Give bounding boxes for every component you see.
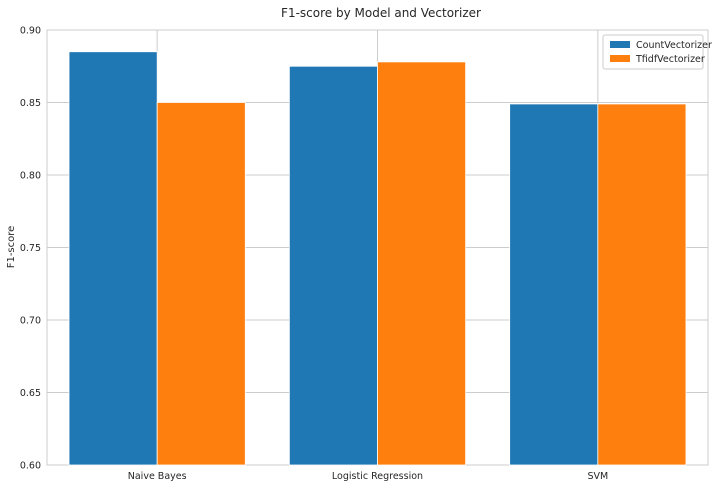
bars: [68, 51, 687, 466]
y-axis-label: F1-score: [6, 226, 17, 269]
y-tick-label: 0.65: [20, 388, 41, 399]
legend: CountVectorizer TfidfVectorizer: [602, 34, 712, 70]
legend-swatch: [610, 55, 630, 62]
bar-countvectorizer: [509, 103, 599, 466]
legend-label: CountVectorizer: [636, 40, 712, 51]
bar-tfidfvectorizer: [597, 103, 687, 466]
x-axis: Naive Bayes Logistic Regression SVM: [128, 471, 608, 482]
y-tick-label: 0.80: [20, 171, 41, 182]
bar-tfidfvectorizer: [156, 102, 246, 466]
y-tick-label: 0.90: [20, 26, 41, 37]
y-tick-label: 0.70: [20, 316, 41, 327]
y-tick-label: 0.75: [20, 243, 41, 254]
y-tick-label: 0.60: [20, 461, 41, 472]
chart-title: F1-score by Model and Vectorizer: [281, 6, 481, 20]
y-tick-label: 0.85: [20, 98, 41, 109]
x-tick-label: SVM: [587, 471, 608, 482]
bar-tfidfvectorizer: [377, 61, 467, 466]
legend-label: TfidfVectorizer: [635, 54, 705, 65]
x-tick-label: Logistic Regression: [332, 471, 423, 482]
x-tick-label: Naive Bayes: [128, 471, 187, 482]
y-axis: 0.60 0.65 0.70 0.75 0.80 0.85 0.90: [20, 26, 41, 472]
legend-swatch: [610, 41, 630, 48]
bar-countvectorizer: [68, 51, 158, 466]
bar-countvectorizer: [288, 65, 378, 466]
